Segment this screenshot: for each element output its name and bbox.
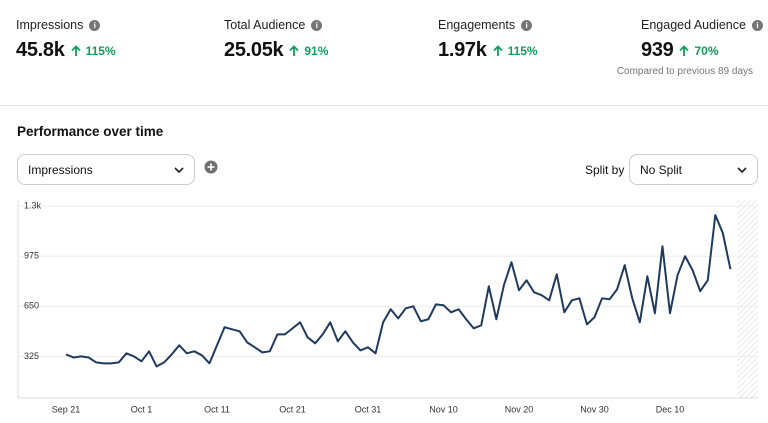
x-tick-label: Dec 10	[656, 404, 685, 414]
metric-change-value: 70%	[694, 43, 719, 58]
metric-label-row: Engagements i	[438, 16, 538, 34]
metric-label: Engagements	[438, 18, 516, 32]
metric-change: 115%	[70, 43, 116, 58]
metric-change: 115%	[492, 43, 538, 58]
metric-value: 939	[641, 39, 674, 61]
x-tick-label: Oct 1	[131, 404, 153, 414]
metric-row: 1.97k 115%	[438, 39, 538, 62]
metric-label-row: Engaged Audience i	[641, 16, 763, 34]
split-dropdown[interactable]: No Split	[629, 154, 758, 185]
divider	[0, 105, 768, 106]
info-icon: i	[89, 19, 101, 31]
metric-label-row: Total Audience i	[224, 16, 328, 34]
up-arrow	[289, 44, 300, 56]
metric-dropdown-text: Impressions	[28, 162, 93, 177]
comparison-note: Compared to previous 89 days	[616, 66, 753, 77]
metric-row: 25.05k 91%	[224, 39, 328, 62]
partial-period	[737, 200, 758, 398]
y-tick-label: 1.3k	[24, 201, 42, 211]
info-icon: i	[311, 19, 323, 31]
metric: Engagements i 1.97k 115%	[438, 16, 538, 62]
x-tick-label: Oct 31	[355, 404, 382, 414]
metric-row: 45.8k 115%	[16, 39, 116, 62]
metric: Total Audience i 25.05k 91%	[224, 16, 328, 62]
metric-label-row: Impressions i	[16, 16, 116, 34]
up-arrow	[70, 44, 81, 56]
x-tick-label: Nov 30	[580, 404, 609, 414]
x-tick-label: Nov 10	[429, 404, 458, 414]
info-icon: i	[521, 19, 533, 31]
metric-dropdown[interactable]: Impressions	[17, 154, 195, 185]
x-tick-label: Nov 20	[505, 404, 534, 414]
metric-change-value: 115%	[507, 43, 538, 58]
section-title: Performance over time	[17, 124, 164, 139]
chevron	[174, 166, 184, 173]
x-tick-label: Oct 21	[279, 404, 306, 414]
metric-change: 91%	[289, 44, 328, 58]
metric: Impressions i 45.8k 115%	[16, 16, 116, 62]
x-tick-label: Sep 21	[52, 404, 81, 414]
add-button[interactable]	[204, 160, 218, 174]
y-tick-label: 650	[24, 301, 39, 311]
info-icon: i	[751, 19, 763, 31]
line-series	[65, 214, 732, 368]
metric-change: 70%	[679, 43, 719, 58]
metric-label: Impressions	[16, 18, 84, 32]
x-tick-label: Oct 11	[204, 404, 230, 414]
split-label: Split by	[585, 163, 625, 177]
metric-change-value: 115%	[85, 43, 116, 58]
metric: Engaged Audience i 939 70%	[641, 16, 763, 62]
metric-label: Engaged Audience	[641, 18, 746, 32]
metric-row: 939 70%	[641, 39, 763, 62]
metric-value: 45.8k	[16, 39, 65, 61]
metric-value: 1.97k	[438, 39, 487, 61]
metric-value: 25.05k	[224, 39, 284, 61]
y-tick-label: 975	[24, 251, 39, 261]
up-arrow	[492, 44, 503, 56]
up-arrow	[679, 44, 690, 56]
chevron	[737, 166, 747, 173]
metric-label: Total Audience	[224, 18, 306, 32]
split-dropdown-text: No Split	[640, 162, 683, 177]
metric-change-value: 91%	[304, 43, 329, 58]
y-tick-label: 325	[24, 351, 39, 361]
